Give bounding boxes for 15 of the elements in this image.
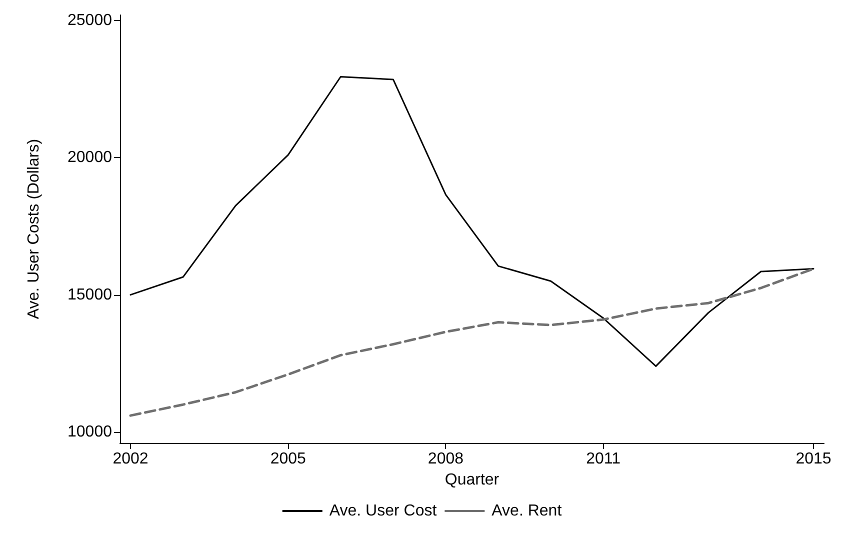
y-tick-label: 20000 (68, 149, 112, 166)
y-tick-label: 15000 (68, 286, 112, 304)
x-tick-label: 2011 (586, 450, 621, 468)
x-tick-label: 2015 (796, 450, 832, 468)
legend-label: Ave. User Cost (329, 502, 438, 520)
x-tick-label: 2005 (270, 450, 306, 468)
y-axis-title: Ave. User Costs (Dollars) (26, 138, 42, 320)
x-tick-label: 2002 (112, 450, 148, 468)
line-series (130, 76, 814, 367)
x-tick-label: 2008 (428, 450, 464, 468)
y-tick-label: 25000 (68, 12, 112, 29)
legend-label: Ave. Rent (492, 502, 562, 520)
x-axis-title: Quarter (444, 471, 500, 488)
line-series (129, 268, 815, 417)
y-tick-label: 10000 (68, 424, 112, 441)
